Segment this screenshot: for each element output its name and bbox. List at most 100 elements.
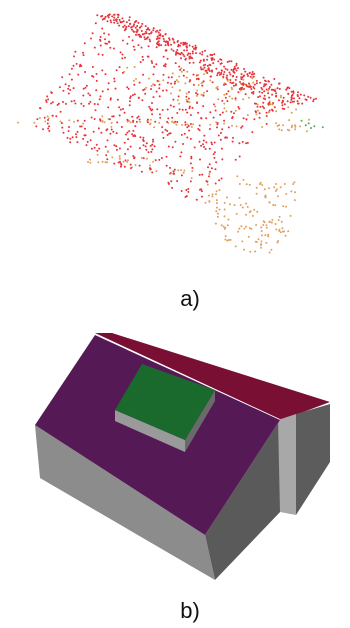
panel-label: a) [180, 286, 200, 311]
point [266, 89, 268, 91]
point [219, 189, 221, 191]
point [113, 22, 115, 24]
point [265, 242, 267, 244]
point [270, 249, 272, 251]
point [153, 96, 155, 98]
point [262, 106, 264, 108]
point [218, 72, 220, 74]
point [273, 186, 275, 188]
point [271, 222, 273, 224]
point [109, 47, 111, 49]
point [172, 99, 174, 101]
point [215, 68, 217, 70]
point [294, 124, 296, 126]
point [213, 103, 215, 105]
point [274, 204, 276, 206]
point [115, 145, 117, 147]
point [301, 120, 303, 122]
point [275, 95, 277, 97]
point [73, 55, 75, 57]
point [106, 161, 108, 163]
point [119, 115, 121, 117]
point [159, 37, 161, 39]
point [162, 90, 164, 92]
point [178, 95, 180, 97]
point [256, 193, 258, 195]
point [209, 64, 211, 66]
point [173, 106, 175, 108]
point [196, 102, 198, 104]
point [272, 204, 274, 206]
point [117, 16, 119, 18]
point [219, 74, 221, 76]
point [274, 90, 276, 92]
point [148, 33, 150, 35]
point [150, 109, 152, 111]
point [122, 26, 124, 28]
point [124, 25, 126, 27]
point [259, 117, 261, 119]
point [249, 251, 251, 253]
point [242, 82, 244, 84]
point [139, 27, 141, 29]
point [216, 202, 218, 204]
point [193, 84, 195, 86]
point [210, 57, 212, 59]
point [230, 111, 232, 113]
point [116, 121, 118, 123]
point [96, 73, 98, 75]
point [159, 29, 161, 31]
point [257, 106, 259, 108]
point [263, 90, 265, 92]
point [132, 94, 134, 96]
point [84, 71, 86, 73]
point [192, 123, 194, 125]
point [115, 88, 117, 90]
point [199, 174, 201, 176]
point [35, 125, 37, 127]
point [254, 84, 256, 86]
point [47, 119, 49, 121]
point [298, 97, 300, 99]
point [182, 54, 184, 56]
point [148, 29, 150, 31]
point [152, 161, 154, 163]
point [116, 69, 118, 71]
point [190, 180, 192, 182]
point [206, 90, 208, 92]
point [189, 62, 191, 64]
point [67, 137, 69, 139]
point [165, 44, 167, 46]
point [196, 75, 198, 77]
point [223, 73, 225, 75]
point [261, 92, 263, 94]
point [125, 134, 127, 136]
point [235, 110, 237, 112]
point [117, 99, 119, 101]
point [169, 173, 171, 175]
point [287, 93, 289, 95]
point [292, 101, 294, 103]
point [225, 110, 227, 112]
point [73, 65, 75, 67]
point [247, 206, 249, 208]
point [135, 20, 137, 22]
point [138, 97, 140, 99]
point [277, 240, 279, 242]
point [247, 86, 249, 88]
point [201, 85, 203, 87]
point [77, 131, 79, 133]
point [127, 138, 129, 140]
point [117, 22, 119, 24]
point [113, 19, 115, 21]
point [256, 211, 258, 213]
point [152, 73, 154, 75]
point [111, 15, 113, 17]
point [162, 79, 164, 81]
point [243, 117, 245, 119]
point [196, 199, 198, 201]
point [290, 190, 292, 192]
point [110, 21, 112, 23]
point [86, 85, 88, 87]
point [129, 16, 131, 18]
